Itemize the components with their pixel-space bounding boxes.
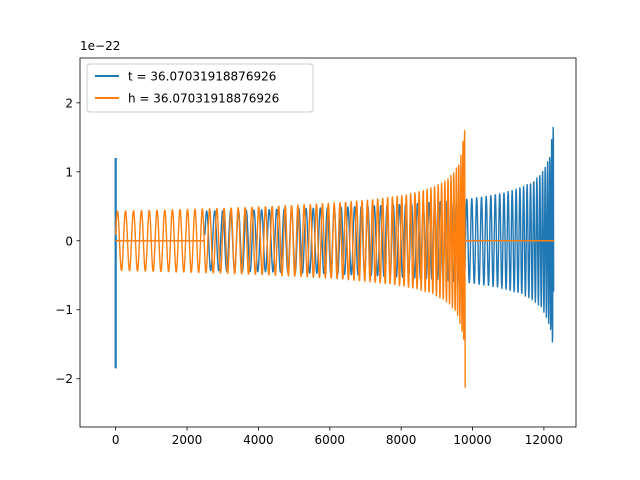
- series-1: [114, 129, 554, 388]
- y-tick-label: 0: [65, 234, 73, 248]
- x-tick-label: 2000: [172, 433, 203, 447]
- plot-area: [114, 126, 555, 388]
- x-axis: 0 2000 4000 6000 8000 10000 12000: [112, 427, 563, 447]
- legend-box: [86, 63, 314, 113]
- legend: t = 36.07031918876926 h = 36.070319188769…: [86, 63, 314, 113]
- x-tick-label: 8000: [386, 433, 417, 447]
- x-tick-label: 4000: [243, 433, 274, 447]
- legend-entry-label: t = 36.07031918876926: [128, 70, 276, 84]
- x-tick-label: 12000: [525, 433, 563, 447]
- y-tick-label: −2: [55, 372, 73, 386]
- y-axis: −2 −1 0 1 2: [55, 96, 80, 386]
- axes-frame: [79, 57, 577, 428]
- x-tick-label: 0: [112, 433, 120, 447]
- y-tick-label: −1: [55, 303, 73, 317]
- y-tick-label: 1: [65, 165, 73, 179]
- x-tick-label: 10000: [453, 433, 491, 447]
- y-offset-label: 1e−22: [80, 39, 120, 53]
- y-tick-label: 2: [65, 96, 73, 110]
- series-1-chirp: [114, 129, 466, 388]
- x-tick-label: 6000: [315, 433, 346, 447]
- legend-entry-label: h = 36.07031918876926: [128, 92, 279, 106]
